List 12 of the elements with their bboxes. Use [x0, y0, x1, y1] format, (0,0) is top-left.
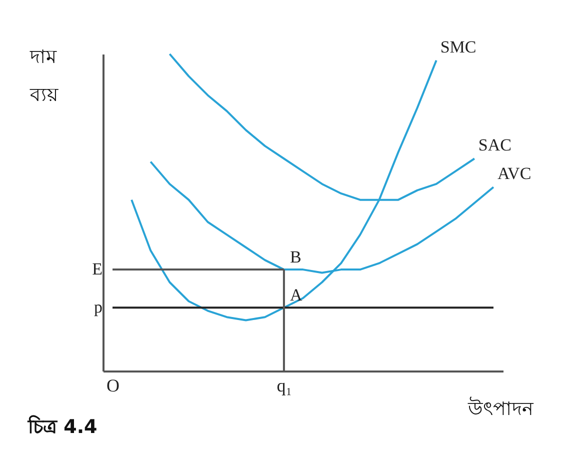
x-axis-title: উৎপাদন: [468, 396, 533, 422]
annotation: B: [290, 248, 302, 267]
series-label: E: [92, 260, 103, 279]
x-tick-label: O: [106, 376, 120, 396]
annotation: A: [290, 286, 303, 305]
series-label: AVC: [497, 164, 532, 184]
series-label: p: [94, 298, 103, 317]
y-axis-title: দাম ব্যয়: [30, 45, 58, 108]
text: চিত্র 4.4: [28, 414, 98, 440]
series-label: SAC: [478, 136, 512, 155]
series-label: SMC: [440, 37, 476, 56]
x-tick-label: q₁: [276, 376, 292, 396]
